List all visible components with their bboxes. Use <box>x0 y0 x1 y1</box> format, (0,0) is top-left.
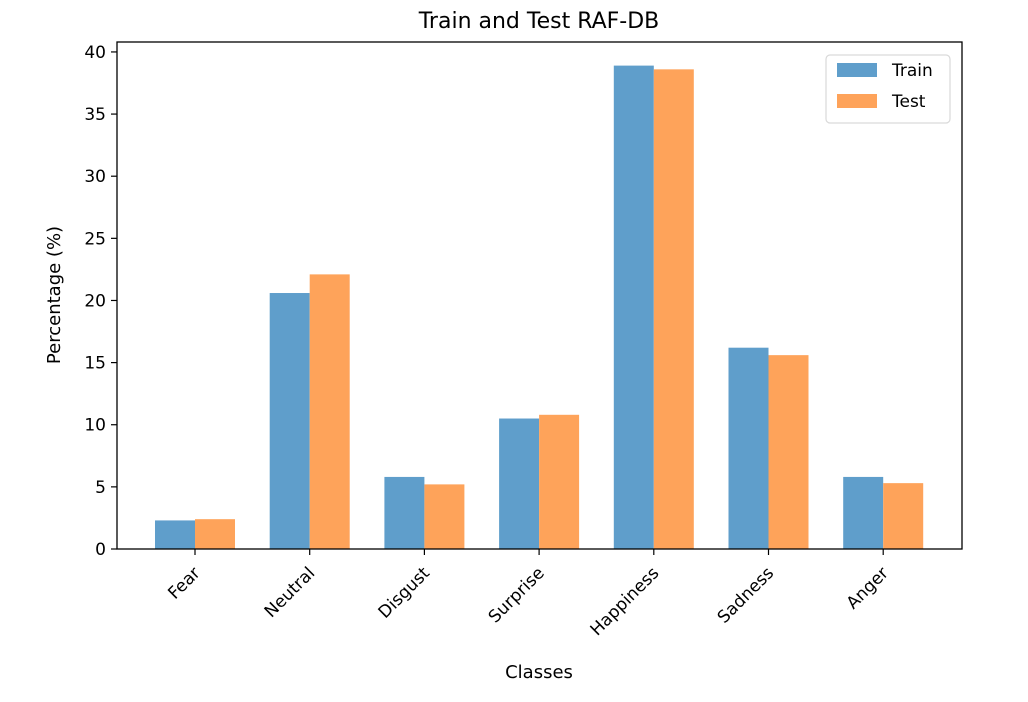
y-tick-label: 5 <box>95 478 106 498</box>
x-tick-label: Neutral <box>261 563 320 622</box>
chart-title: Train and Test RAF-DB <box>418 9 660 34</box>
bars-layer <box>155 65 924 550</box>
legend-label-test: Test <box>891 92 926 112</box>
x-tick-label: Surprise <box>485 563 549 627</box>
y-tick-label: 35 <box>84 105 106 125</box>
y-axis: 0 5 10 15 20 25 30 35 40 <box>84 43 117 560</box>
x-axis-label: Classes <box>505 662 573 683</box>
bar-test-neutral <box>309 274 350 549</box>
bar-test-sadness <box>768 355 809 549</box>
bar-test-fear <box>195 519 235 549</box>
y-tick-label: 10 <box>84 416 106 436</box>
x-tick-label: Sadness <box>714 563 778 627</box>
y-tick-label: 20 <box>84 291 106 311</box>
bar-train-surprise <box>499 418 540 549</box>
bar-train-happiness <box>613 65 654 549</box>
bar-train-anger <box>843 476 884 549</box>
x-tick-label: Anger <box>843 563 893 613</box>
bar-train-neutral <box>269 293 310 549</box>
bar-train-sadness <box>728 347 769 549</box>
y-tick-label: 0 <box>95 540 106 560</box>
y-tick-label: 15 <box>84 354 106 374</box>
y-tick-label: 25 <box>84 229 106 249</box>
bar-train-disgust <box>384 476 425 549</box>
bar-test-disgust <box>424 484 465 549</box>
x-tick-label: Disgust <box>375 563 434 622</box>
y-axis-label: Percentage (%) <box>44 226 65 364</box>
x-axis: Fear Neutral Disgust Surprise Happiness Sadne… <box>164 549 893 640</box>
legend-swatch-train <box>837 63 877 77</box>
legend-swatch-test <box>837 94 877 108</box>
x-tick-label: Happiness <box>587 563 664 640</box>
bar-test-anger <box>883 483 924 549</box>
y-tick-label: 40 <box>84 43 106 63</box>
legend-label-train: Train <box>891 61 933 81</box>
x-tick-label: Fear <box>164 563 204 603</box>
bar-train-fear <box>155 520 195 549</box>
y-tick-label: 30 <box>84 167 106 187</box>
bar-test-surprise <box>539 414 580 549</box>
legend: Train Test <box>825 54 951 124</box>
bar-test-happiness <box>653 69 694 550</box>
